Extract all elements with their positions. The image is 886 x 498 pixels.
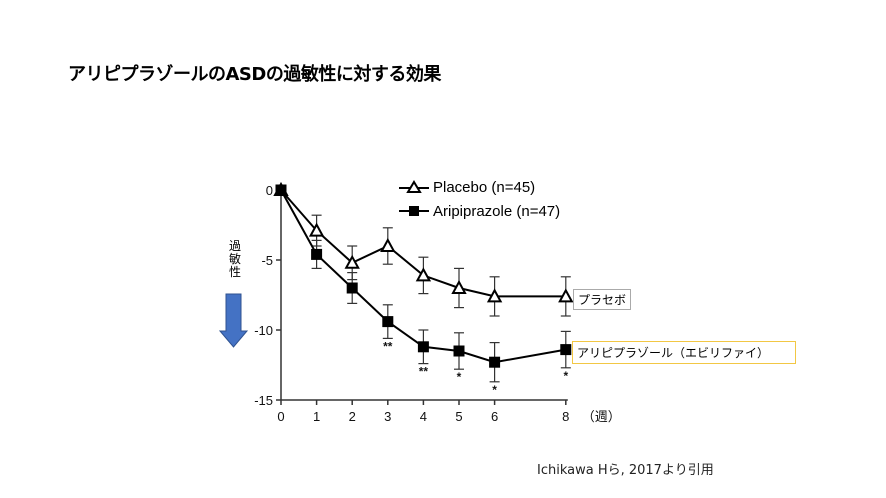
- svg-text:2: 2: [349, 409, 356, 424]
- citation: Ichikawa Hら, 2017より引用: [537, 463, 714, 478]
- svg-text:6: 6: [491, 409, 498, 424]
- svg-text:-15: -15: [254, 393, 273, 408]
- svg-text:*: *: [457, 370, 462, 384]
- aripiprazole-label-box: アリピプラゾール（エビリファイ）: [572, 341, 796, 364]
- svg-text:1: 1: [313, 409, 320, 424]
- svg-text:0: 0: [277, 409, 284, 424]
- svg-text:-5: -5: [261, 253, 273, 268]
- legend-item-placebo: Placebo (n=45): [399, 175, 560, 199]
- legend-label-aripiprazole: Aripiprazole (n=47): [433, 202, 561, 220]
- filled-square-icon: [399, 206, 429, 216]
- svg-text:4: 4: [420, 409, 427, 424]
- placebo-label-box: プラセボ: [573, 289, 632, 310]
- y-side-label: 過敏性: [228, 239, 241, 279]
- chart-legend: Placebo (n=45) Aripiprazole (n=47): [399, 175, 560, 223]
- page-title: アリピプラゾールのASDの過敏性に対する効果: [68, 64, 441, 85]
- svg-text:0: 0: [266, 183, 273, 198]
- svg-text:-10: -10: [254, 323, 273, 338]
- svg-text:3: 3: [384, 409, 391, 424]
- svg-text:**: **: [383, 339, 393, 353]
- legend-label-placebo: Placebo (n=45): [433, 178, 536, 196]
- legend-item-aripiprazole: Aripiprazole (n=47): [399, 199, 560, 223]
- svg-text:**: **: [419, 365, 429, 379]
- svg-text:（週）: （週）: [582, 410, 621, 425]
- svg-text:*: *: [492, 383, 497, 397]
- svg-text:5: 5: [455, 409, 462, 424]
- open-triangle-icon: [399, 180, 429, 193]
- down-arrow-icon: [219, 293, 249, 348]
- svg-text:*: *: [563, 369, 568, 383]
- svg-text:8: 8: [562, 409, 569, 424]
